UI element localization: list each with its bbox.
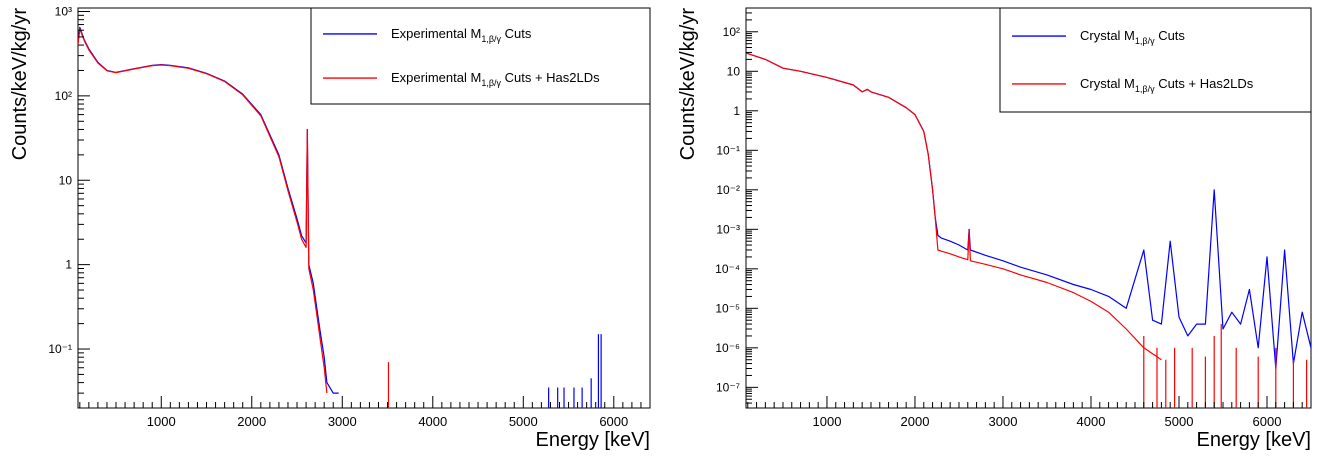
legend: Crystal M1,β/γ Cuts Crystal M1,β/γ Cuts +… [999,7,1312,113]
y-tick-label: 10⁻¹ [716,143,740,157]
y-tick-label: 10⁻⁷ [716,380,740,394]
x-tick-label: 3000 [328,414,357,429]
x-tick-label: 4000 [418,414,447,429]
x-axis-label: Energy [keV] [1196,429,1311,451]
x-tick-label: 6000 [1253,414,1282,429]
legend-box [999,7,1312,113]
y-tick-label: 10 [59,173,73,187]
series-line-2 [78,28,328,394]
x-tick-label: 2000 [237,414,266,429]
y-axis-label: Counts/keV/kg/yr [9,8,31,161]
y-tick-label: 10⁻⁵ [715,301,740,315]
y-tick-label: 10³ [55,4,72,18]
y-axis-label: Counts/keV/kg/yr [677,8,699,161]
plot-area [746,51,1311,408]
x-tick-label: 1000 [813,414,842,429]
legend-label-2: Experimental M1,β/γ Cuts + Has2LDs [391,70,600,88]
x-tick-label: 6000 [599,414,628,429]
x-tick-label: 2000 [901,414,930,429]
plot-area [78,26,602,408]
y-tick-label: 10² [723,25,740,39]
x-tick-label: 5000 [509,414,538,429]
legend-label-2: Crystal M1,β/γ Cuts + Has2LDs [1080,76,1254,94]
y-tick-label: 10 [727,64,741,78]
legend: Experimental M1,β/γ Cuts Experimental M1,… [310,7,651,105]
x-axis-label: Energy [keV] [535,429,650,451]
legend-label-1: Crystal M1,β/γ Cuts [1080,28,1185,46]
legend-box [310,7,651,105]
legend-label-1: Experimental M1,β/γ Cuts [391,26,532,44]
y-tick-label: 10⁻¹ [48,342,72,356]
series-line-2 [746,51,1162,361]
y-axis: 10⁻⁷ 10⁻⁶ 10⁻⁵ 10⁻⁴ 10⁻³ 10⁻² 10⁻¹ 1 10 10² Counts… [677,7,758,409]
y-tick-label: 10⁻² [716,183,740,197]
x-tick-label: 4000 [1077,414,1106,429]
y-tick-label: 10⁻⁶ [715,341,740,355]
y-axis: 10⁻¹ 1 10 10² 10³ Counts/keV/kg/yr [9,4,90,409]
x-tick-label: 3000 [989,414,1018,429]
x-tick-label: 1000 [147,414,176,429]
y-tick-label: 1 [65,258,72,272]
y-tick-label: 1 [733,104,740,118]
y-tick-label: 10⁻⁴ [715,262,740,276]
y-tick-label: 10² [55,89,72,103]
series-line-1 [78,26,339,394]
y-tick-label: 10⁻³ [716,222,740,236]
x-tick-label: 5000 [1165,414,1194,429]
